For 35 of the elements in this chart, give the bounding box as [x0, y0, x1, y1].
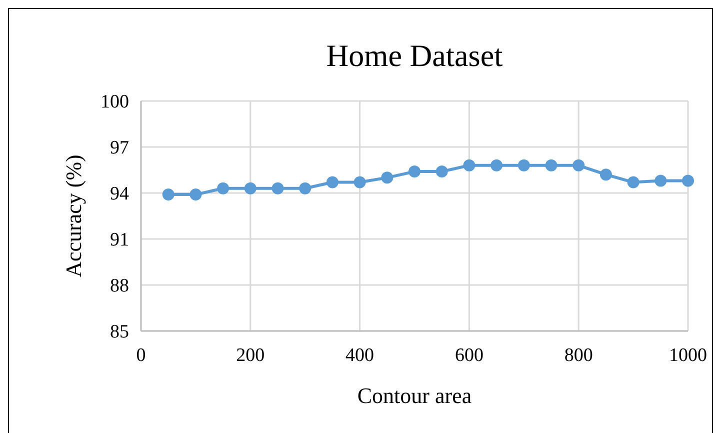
- point: [490, 159, 503, 172]
- point: [162, 188, 174, 201]
- x-tick-label: 800: [564, 345, 593, 366]
- point: [381, 172, 394, 184]
- x-tick-label: 1000: [669, 345, 707, 366]
- y-tick-label: 97: [110, 138, 129, 159]
- y-tick-label: 100: [100, 92, 129, 113]
- x-tick-label: 200: [236, 345, 265, 366]
- point: [299, 182, 312, 194]
- x-tick-label: 400: [346, 345, 374, 366]
- point: [572, 159, 585, 172]
- point: [654, 174, 667, 187]
- point: [463, 159, 476, 172]
- point: [518, 159, 530, 172]
- y-tick-label: 85: [110, 322, 129, 343]
- point: [436, 166, 448, 178]
- point: [627, 176, 640, 188]
- point: [408, 166, 420, 178]
- chart-title: Home Dataset: [326, 38, 504, 73]
- y-tick-label: 91: [110, 230, 129, 251]
- x-tick-label: 0: [136, 345, 146, 366]
- point: [244, 182, 256, 194]
- point: [600, 168, 612, 181]
- point: [326, 176, 338, 188]
- point: [545, 159, 558, 172]
- point: [190, 188, 202, 201]
- x-tick-label: 600: [454, 345, 484, 366]
- y-axis-title: Accuracy (%): [61, 154, 86, 278]
- y-tick-label: 94: [110, 184, 130, 205]
- x-axis-title: Contour area: [357, 383, 472, 408]
- point: [682, 174, 694, 187]
- y-tick-label: 88: [110, 276, 129, 297]
- point: [354, 176, 366, 188]
- point: [272, 182, 284, 194]
- point: [217, 182, 230, 194]
